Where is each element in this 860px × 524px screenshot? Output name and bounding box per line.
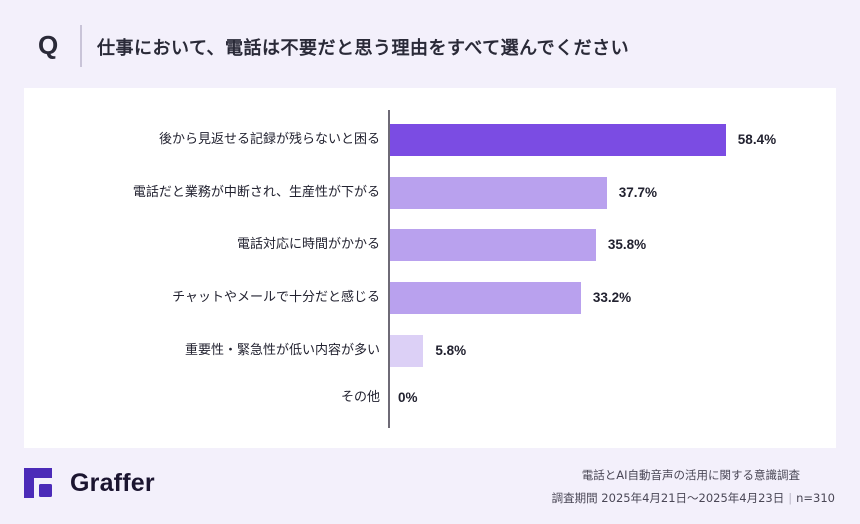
bar: [390, 177, 607, 209]
meta-separator: |: [788, 491, 793, 505]
bar-row: 後から見返せる記録が残らないと困る 58.4%: [24, 124, 836, 156]
survey-title: 電話とAI自動音声の活用に関する意識調査: [581, 468, 800, 482]
y-axis-line: [388, 110, 390, 428]
survey-meta: 調査期間 2025年4月21日〜2025年4月23日 | n=310: [552, 490, 835, 506]
value-label: 5.8%: [435, 343, 467, 358]
bar: [390, 124, 726, 156]
category-label: 重要性・緊急性が低い内容が多い: [184, 343, 380, 358]
category-label: 電話対応に時間がかかる: [236, 237, 380, 252]
bar-row: 電話対応に時間がかかる 35.8%: [24, 229, 836, 261]
bar-row: チャットやメールで十分だと感じる 33.2%: [24, 282, 836, 314]
question-mark: Q: [38, 30, 59, 60]
survey-period: 調査期間 2025年4月21日〜2025年4月23日: [551, 491, 785, 505]
header-divider: [80, 25, 82, 67]
value-label: 33.2%: [592, 290, 632, 305]
header: Q 仕事において、電話は不要だと思う理由をすべて選んでください: [0, 0, 860, 88]
bar-row: 重要性・緊急性が低い内容が多い 5.8%: [24, 335, 836, 367]
bar: [390, 282, 581, 314]
bar: [390, 229, 596, 261]
category-label: その他: [340, 390, 380, 405]
category-label: 電話だと業務が中断され、生産性が下がる: [132, 185, 380, 200]
category-label: チャットやメールで十分だと感じる: [172, 290, 380, 305]
value-label: 58.4%: [737, 132, 777, 147]
value-label: 35.8%: [607, 237, 647, 252]
category-label: 後から見返せる記録が残らないと困る: [158, 132, 380, 147]
chart-card: 後から見返せる記録が残らないと困る 58.4% 電話だと業務が中断され、生産性が…: [24, 88, 836, 448]
graffer-logo-icon: [24, 468, 54, 498]
question-title: 仕事において、電話は不要だと思う理由をすべて選んでください: [97, 38, 630, 59]
value-label: 0%: [398, 390, 418, 405]
brand-name: Graffer: [70, 469, 155, 497]
bar-row: その他 0%: [24, 382, 836, 414]
bar: [390, 335, 424, 367]
value-label: 37.7%: [618, 185, 658, 200]
bar-row: 電話だと業務が中断され、生産性が下がる 37.7%: [24, 177, 836, 209]
sample-size: n=310: [796, 491, 835, 505]
